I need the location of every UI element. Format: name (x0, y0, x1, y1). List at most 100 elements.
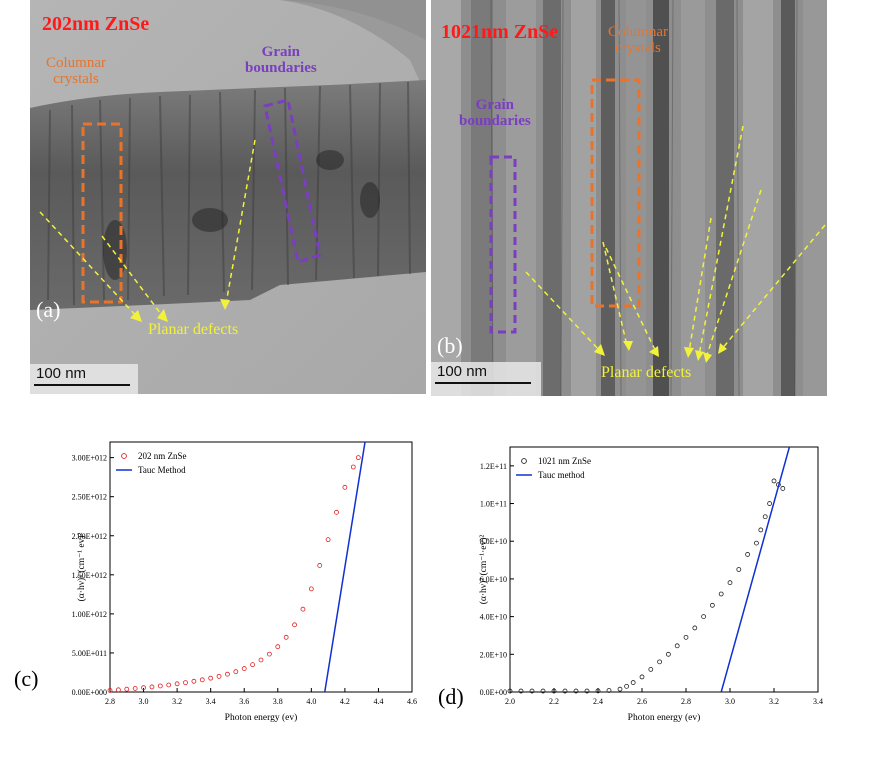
grain-label-line2-b: boundaries (459, 112, 531, 129)
data-point (701, 614, 707, 620)
data-point (529, 688, 535, 694)
data-point (617, 686, 623, 692)
panel-caption-c: (c) (14, 666, 39, 691)
data-point (233, 669, 239, 675)
data-point (355, 455, 361, 461)
data-point (250, 662, 256, 668)
columnar-crystal-box (81, 122, 123, 304)
x-tick-label: 2.8 (105, 697, 115, 706)
data-point (507, 688, 513, 694)
data-point (199, 677, 205, 683)
legend-entry: 202 nm ZnSe (138, 451, 187, 461)
legend-marker-swatch (521, 458, 527, 464)
x-tick-label: 2.0 (505, 697, 515, 706)
y-tick-label: 1.2E+11 (480, 462, 507, 471)
columnar-crystal-box-b (590, 78, 641, 308)
scale-bar-label-a: 100 nm (36, 365, 87, 382)
grain-label-a: Grain boundaries (245, 44, 317, 77)
tem-image-b: 1021nm ZnSe Columnar crystals Grain boun… (431, 0, 827, 396)
columnar-label-line1: Columnar (46, 55, 106, 71)
data-point (736, 567, 742, 572)
grain-label-line2: boundaries (245, 59, 317, 76)
data-point (762, 514, 768, 520)
y-tick-label: 5.00E+011 (72, 649, 107, 658)
grain-boundary-box-b (489, 155, 517, 334)
data-point (648, 666, 654, 672)
y-tick-label: 2.0E+10 (480, 650, 507, 659)
legend-entry: 1021 nm ZnSe (538, 456, 591, 466)
data-point (317, 563, 323, 568)
legend-marker-swatch (121, 453, 127, 459)
x-tick-label: 3.6 (239, 697, 249, 706)
data-point (275, 644, 281, 650)
x-axis-label: Photon energy (ev) (225, 712, 298, 723)
sample-title-b: 1021nm ZnSe (441, 21, 559, 43)
columnar-label-line1-b: Columnar (608, 24, 668, 40)
plot-frame (109, 441, 413, 693)
x-tick-label: 2.8 (681, 697, 691, 706)
tauc-plot-d: 2.0 2.2 2.4 2.6 2.8 3.0 3.2 3.4 0.0E+00 2.0E+10 4.… (440, 430, 884, 754)
data-point (606, 688, 612, 693)
x-tick-label: 3.4 (206, 697, 216, 706)
grain-label-b: Grain boundaries (459, 97, 531, 130)
data-point (334, 509, 339, 515)
y-tick-label: 1.00E+012 (72, 610, 107, 619)
data-point (767, 501, 773, 506)
data-point (350, 464, 356, 470)
data-point (540, 688, 546, 694)
data-point (727, 580, 733, 586)
y-tick-label: 4.0E+10 (480, 613, 507, 622)
tem-image-a: 202nm ZnSe Columnar crystals Grain bound… (30, 0, 426, 394)
x-tick-label: 2.2 (549, 697, 559, 706)
data-point (595, 688, 601, 694)
data-point (183, 680, 188, 686)
x-tick-label: 3.4 (813, 697, 823, 706)
data-point (325, 537, 331, 543)
columnar-label-line2: crystals (53, 70, 99, 87)
tauc-chart-c-svg: 2.8 3.0 3.2 3.4 3.6 3.8 4.0 4.2 4.4 4.6 0.00E+000 5… (72, 441, 417, 723)
tauc-plot-c: 2.8 3.0 3.2 3.4 3.6 3.8 4.0 4.2 4.4 4.6 0.00E+000 5… (0, 430, 440, 754)
x-axis-label: Photon energy (ev) (628, 712, 701, 723)
y-tick-label: 2.50E+012 (72, 493, 107, 502)
data-point (258, 657, 264, 663)
data-point (174, 681, 180, 687)
data-point (551, 688, 557, 694)
tem-micrograph-b (431, 0, 827, 396)
y-tick-label: 2.00E+012 (72, 532, 107, 541)
data-point (584, 688, 590, 694)
data-point (562, 688, 568, 694)
x-tick-label: 3.2 (769, 697, 779, 706)
data-point (107, 688, 113, 693)
panel-letter-a: (a) (36, 297, 61, 322)
x-tick-label: 3.0 (139, 697, 149, 706)
x-tick-label: 4.0 (306, 697, 316, 706)
data-point (191, 678, 197, 684)
data-point (141, 685, 146, 691)
data-point (780, 486, 786, 491)
plot-frame (509, 446, 819, 693)
y-tick-label: 1.50E+012 (72, 571, 107, 580)
data-point (300, 606, 306, 612)
x-tick-label: 4.2 (340, 697, 350, 706)
data-point (657, 659, 663, 665)
columnar-label-line2-b: crystals (615, 39, 661, 56)
tauc-fit-line (324, 442, 366, 692)
tauc-fit-line (720, 447, 791, 692)
data-point (115, 687, 121, 693)
tauc-chart-d-svg: 2.0 2.2 2.4 2.6 2.8 3.0 3.2 3.4 0.0E+00 2.0E+10 4.… (478, 446, 823, 723)
panel-letter-b: (b) (437, 333, 463, 358)
x-tick-label: 3.8 (273, 697, 283, 706)
data-point (709, 602, 715, 608)
data-point (124, 686, 130, 692)
data-point (266, 651, 272, 657)
scale-bar-label-b: 100 nm (437, 363, 488, 380)
data-point (157, 683, 163, 689)
planar-defects-label-b: Planar defects (601, 364, 692, 381)
data-point (753, 540, 759, 546)
y-tick-label: 0.00E+000 (72, 688, 107, 697)
y-tick-label: 0.0E+00 (480, 688, 507, 697)
y-tick-label: 8.0E+10 (480, 537, 507, 546)
data-point (758, 527, 764, 533)
legend-entry: Tauc Method (138, 465, 186, 475)
y-axis-label: (α·hν)² (cm⁻¹ ev)² (76, 532, 87, 601)
